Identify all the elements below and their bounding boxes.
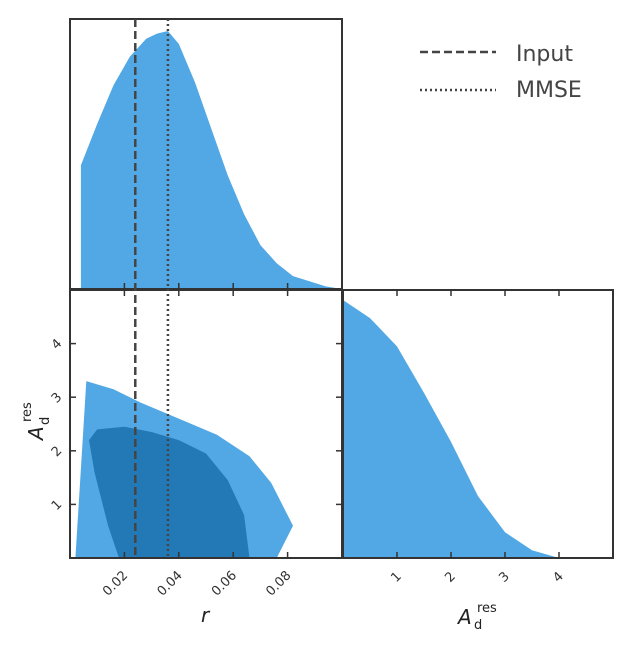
x-axis-label-r: r xyxy=(201,603,211,627)
y-tick-label-Ad: 1 xyxy=(49,497,65,513)
panel-marginal-Ad xyxy=(342,289,614,559)
y-tick-label-Ad: 2 xyxy=(49,444,65,460)
legend-label-mmse: MMSE xyxy=(516,78,582,103)
x-tick-label-r: 0.06 xyxy=(209,568,240,599)
legend-label-input: Input xyxy=(516,42,573,67)
legend: Input MMSE xyxy=(420,42,582,103)
x-tick-label-r: 0.02 xyxy=(100,568,131,599)
x-axis-label-r-text: r xyxy=(201,603,211,627)
contour-inner xyxy=(89,426,250,558)
y-axis-label-Ad-superscript: res xyxy=(20,402,35,422)
y-axis-label-Ad-text: A xyxy=(24,426,48,442)
panel-marginal-r xyxy=(69,18,343,290)
x-tick-label-r: 0.04 xyxy=(155,568,186,599)
x-tick-label-Ad: 3 xyxy=(496,569,512,585)
x-axis-label-Ad-text: A xyxy=(456,605,472,629)
panel-joint xyxy=(69,289,343,559)
x-tick-label-Ad: 1 xyxy=(388,569,404,585)
legend-item-mmse: MMSE xyxy=(420,78,582,103)
marginal-r-density xyxy=(80,31,343,289)
x-axis-label-Ad-subscript: d xyxy=(474,618,482,633)
marginal-Ad-density xyxy=(343,300,568,558)
x-tick-label-Ad: 4 xyxy=(550,569,566,585)
y-axis-label-Ad: A res d xyxy=(20,402,53,442)
x-axis-label-Ad-superscript: res xyxy=(477,601,497,616)
y-tick-label-Ad: 4 xyxy=(49,336,65,352)
x-tick-label-r: 0.08 xyxy=(263,568,294,599)
x-axis-label-Ad: A res d xyxy=(456,601,497,633)
x-tick-label-Ad: 2 xyxy=(442,569,458,585)
panel-frame-marginal-Ad xyxy=(342,289,614,559)
legend-item-input: Input xyxy=(420,42,573,67)
y-tick-label-Ad: 3 xyxy=(49,390,65,406)
y-axis-label-Ad-subscript: d xyxy=(38,417,53,425)
